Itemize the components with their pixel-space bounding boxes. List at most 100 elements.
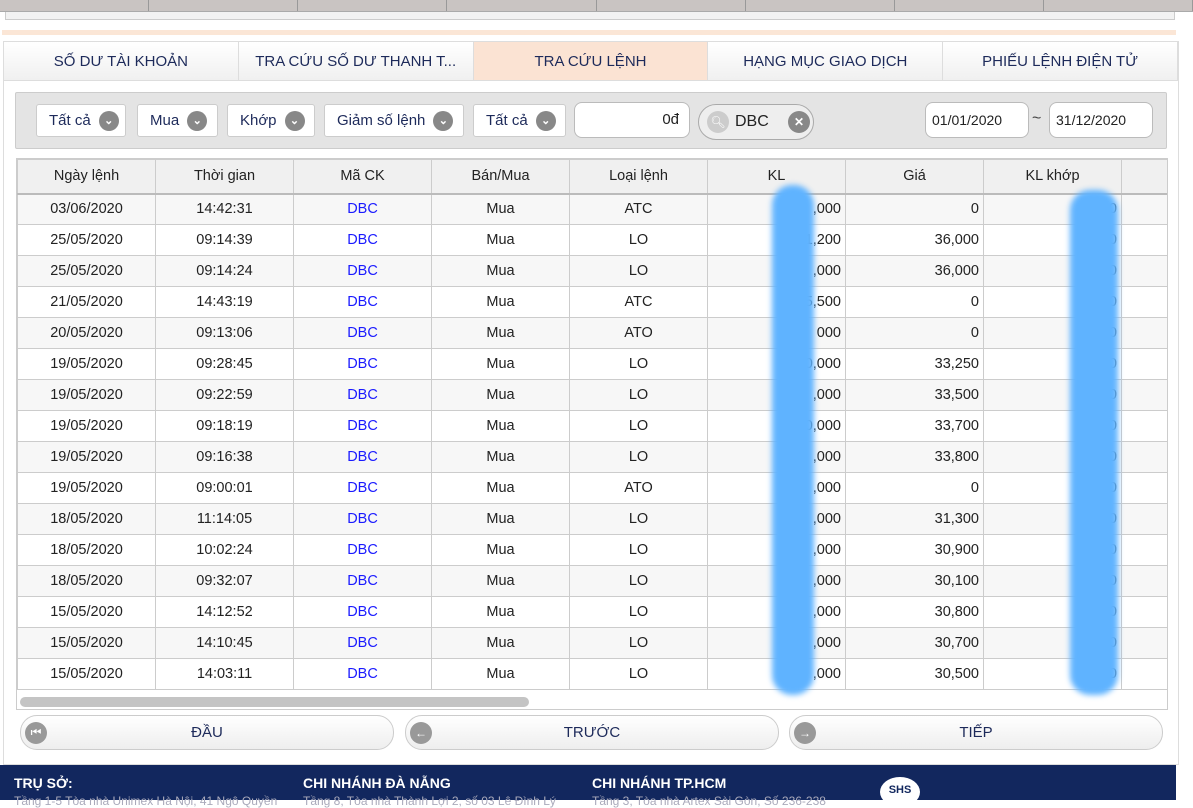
orders-table: Ngày lệnh Thời gian Mã CK Bán/Mua Loại lệnh K… <box>17 159 1167 690</box>
content-panel <box>3 81 1179 765</box>
column-header[interactable]: Giá <box>845 159 984 195</box>
clear-icon[interactable]: ✕ <box>788 111 810 133</box>
order-date-cell: 19/05/2020 <box>17 348 156 380</box>
column-header[interactable]: Thời gian <box>155 159 294 195</box>
order-time-cell: 09:14:39 <box>155 224 294 256</box>
tab-settlement-balance[interactable]: TRA CỨU SỐ DƯ THANH T... <box>238 42 474 80</box>
prev-label: TRƯỚC <box>563 724 621 741</box>
order-time-cell: 10:02:24 <box>155 534 294 566</box>
symbol-cell[interactable]: DBC <box>293 534 432 566</box>
extra-cell <box>1121 627 1167 659</box>
symbol-cell[interactable]: DBC <box>293 503 432 535</box>
order-date-cell: 19/05/2020 <box>17 410 156 442</box>
price-cell: 30,800 <box>845 596 984 628</box>
extra-cell <box>1121 379 1167 411</box>
price-cell: 30,700 <box>845 627 984 659</box>
symbol-cell[interactable]: DBC <box>293 596 432 628</box>
orders-table-wrapper: Ngày lệnh Thời gian Mã CK Bán/Mua Loại lệnh K… <box>16 158 1168 710</box>
symbol-cell[interactable]: DBC <box>293 565 432 597</box>
side-cell: Mua <box>431 286 570 318</box>
side-cell: Mua <box>431 472 570 504</box>
extra-cell <box>1121 565 1167 597</box>
filter-bar: Tất cả ⌄ Mua ⌄ Khớp ⌄ Giảm số lệnh ⌄ Tất cả ⌄… <box>15 92 1167 149</box>
column-header[interactable]: Loại lệnh <box>569 159 708 195</box>
chevron-down-icon: ⌄ <box>433 110 454 131</box>
column-header[interactable]: KL khớp <box>983 159 1122 195</box>
symbol-cell[interactable]: DBC <box>293 286 432 318</box>
order-date-cell: 25/05/2020 <box>17 224 156 256</box>
top-strip <box>5 12 1175 20</box>
tab-transaction-items[interactable]: HẠNG MỤC GIAO DỊCH <box>708 42 944 80</box>
to-date-input[interactable]: 31/12/2020 <box>1049 102 1153 138</box>
column-header[interactable]: KL <box>707 159 846 195</box>
symbol-cell[interactable]: DBC <box>293 348 432 380</box>
chevron-down-icon: ⌄ <box>284 110 305 131</box>
footer-danang: CHI NHÁNH ĐÀ NẴNG Tầng 8, Tòa nhà Thành L… <box>303 775 593 808</box>
symbol-cell[interactable]: DBC <box>293 410 432 442</box>
price-cell: 0 <box>845 472 984 504</box>
price-cell: 30,100 <box>845 565 984 597</box>
symbol-cell[interactable]: DBC <box>293 193 432 225</box>
sort-select[interactable]: Giảm số lệnh ⌄ <box>324 104 464 137</box>
bookmarks-bar[interactable] <box>0 0 1193 12</box>
tab-electronic-order[interactable]: PHIẾU LỆNH ĐIỆN TỬ <box>943 42 1178 80</box>
order-type-select[interactable]: Tất cả ⌄ <box>473 104 566 137</box>
amount-input[interactable]: 0đ <box>574 102 690 138</box>
order-time-cell: 14:10:45 <box>155 627 294 659</box>
order-type-cell: LO <box>569 627 708 659</box>
symbol-cell[interactable]: DBC <box>293 379 432 411</box>
extra-cell <box>1121 317 1167 349</box>
from-date-input[interactable]: 01/01/2020 <box>925 102 1029 138</box>
column-header[interactable]: G <box>1121 159 1167 195</box>
order-type-cell: LO <box>569 658 708 690</box>
first-page-button[interactable]: ⏮ ĐẦU <box>20 715 394 750</box>
prev-page-button[interactable]: ← TRƯỚC <box>405 715 779 750</box>
match-select[interactable]: Khớp ⌄ <box>227 104 315 137</box>
column-header[interactable]: Mã CK <box>293 159 432 195</box>
symbol-cell[interactable]: DBC <box>293 658 432 690</box>
order-date-cell: 20/05/2020 <box>17 317 156 349</box>
extra-cell <box>1121 472 1167 504</box>
column-header[interactable]: Ngày lệnh <box>17 159 156 195</box>
side-select[interactable]: Mua ⌄ <box>137 104 218 137</box>
status-select[interactable]: Tất cả ⌄ <box>36 104 126 137</box>
order-type-cell: ATC <box>569 193 708 225</box>
next-page-button[interactable]: → TIẾP <box>789 715 1163 750</box>
match-value: Khớp <box>240 112 277 129</box>
tab-bar: SỐ DƯ TÀI KHOẢN TRA CỨU SỐ DƯ THANH T...… <box>3 41 1179 81</box>
order-time-cell: 09:28:45 <box>155 348 294 380</box>
symbol-cell[interactable]: DBC <box>293 317 432 349</box>
horizontal-scrollbar[interactable] <box>20 697 529 707</box>
symbol-cell[interactable]: DBC <box>293 627 432 659</box>
tab-account-balance[interactable]: SỐ DƯ TÀI KHOẢN <box>4 42 239 80</box>
order-time-cell: 09:13:06 <box>155 317 294 349</box>
price-cell: 36,000 <box>845 224 984 256</box>
extra-cell <box>1121 503 1167 535</box>
date-separator: ~ <box>1032 110 1042 127</box>
side-cell: Mua <box>431 379 570 411</box>
symbol-cell[interactable]: DBC <box>293 255 432 287</box>
tab-order-lookup[interactable]: TRA CỨU LỆNH <box>473 42 709 80</box>
symbol-cell[interactable]: DBC <box>293 441 432 473</box>
order-date-cell: 18/05/2020 <box>17 565 156 597</box>
symbol-cell[interactable]: DBC <box>293 472 432 504</box>
symbol-search[interactable]: 🔍︎ DBC ✕ <box>698 104 814 140</box>
column-header[interactable]: Bán/Mua <box>431 159 570 195</box>
symbol-cell[interactable]: DBC <box>293 224 432 256</box>
